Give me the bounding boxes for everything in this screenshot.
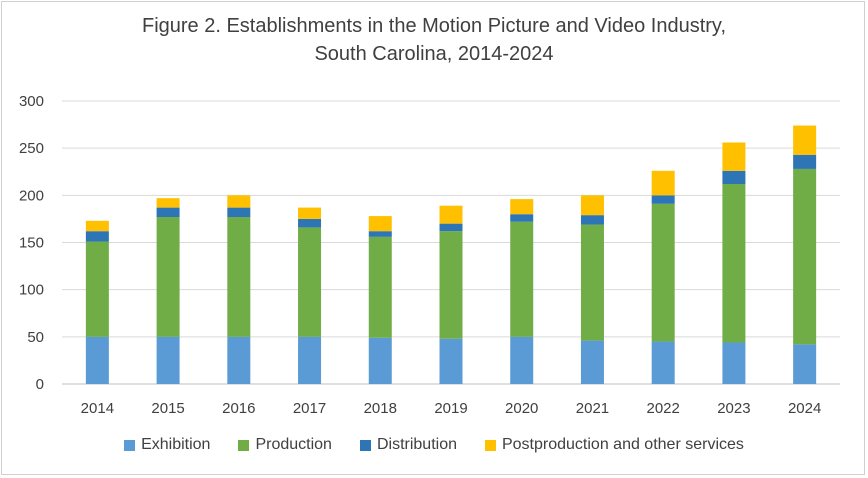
bar-segment — [651, 170, 675, 196]
legend-swatch — [124, 439, 136, 451]
bar-segment — [298, 218, 322, 228]
bar-segment — [722, 142, 746, 171]
chart-title-line-2: South Carolina, 2014-2024 — [314, 43, 554, 65]
x-tick-label: 2020 — [505, 400, 538, 417]
bar-segment — [368, 236, 392, 338]
bar-segment — [156, 207, 180, 218]
bar-segment — [298, 336, 322, 384]
bar-segment — [722, 342, 746, 384]
bar-segment — [439, 231, 463, 339]
bar-segment — [85, 231, 109, 242]
y-tick-label: 0 — [36, 376, 44, 393]
bar-segment — [156, 336, 180, 384]
bar-segment — [793, 125, 817, 155]
chart-title: Figure 2. Establishments in the Motion P… — [0, 12, 868, 68]
bar-segment — [793, 344, 817, 384]
bar-segment — [439, 338, 463, 384]
y-tick-label: 200 — [19, 187, 44, 204]
bar-segment — [368, 337, 392, 384]
bar-segment — [580, 195, 604, 216]
y-tick-label: 150 — [19, 235, 44, 252]
chart-title-line-1: Figure 2. Establishments in the Motion P… — [141, 15, 726, 37]
bar-segment — [439, 223, 463, 232]
bar-segment — [368, 216, 392, 232]
bar-segment — [227, 195, 251, 208]
x-tick-label: 2022 — [646, 400, 679, 417]
legend-label: Production — [255, 436, 332, 453]
x-tick-label: 2023 — [717, 400, 750, 417]
bar-segment — [580, 224, 604, 341]
legend-swatch — [359, 439, 371, 451]
x-tick-label: 2016 — [222, 400, 255, 417]
bar-segment — [298, 227, 322, 337]
bar-segment — [580, 340, 604, 384]
bar-segment — [368, 231, 392, 237]
bar-segment — [510, 199, 534, 215]
bar-segment — [510, 214, 534, 222]
bar-segment — [227, 336, 251, 384]
x-tick-label: 2019 — [434, 400, 467, 417]
bar-segment — [722, 184, 746, 343]
bar-segment — [580, 215, 604, 225]
legend-label: Postproduction and other services — [501, 436, 744, 453]
bar-segment — [793, 154, 817, 169]
x-tick-label: 2021 — [576, 400, 609, 417]
bar-segment — [651, 341, 675, 384]
bar-segment — [85, 220, 109, 232]
bar-segment — [156, 198, 180, 208]
x-tick-label: 2018 — [364, 400, 397, 417]
x-tick-label: 2017 — [293, 400, 326, 417]
y-tick-label: 50 — [27, 329, 44, 346]
legend-item: Production — [238, 436, 332, 454]
legend-item: Distribution — [359, 436, 457, 454]
bar-segment — [85, 336, 109, 384]
x-tick-label: 2015 — [151, 400, 184, 417]
legend-swatch — [484, 439, 496, 451]
bar-segment — [651, 203, 675, 342]
x-tick-label: 2024 — [788, 400, 821, 417]
bar-segment — [227, 217, 251, 337]
legend-label: Exhibition — [141, 436, 211, 453]
bar-segment — [722, 170, 746, 185]
chart-legend: Exhibition Production Distribution Postprod… — [0, 436, 868, 454]
bar-segment — [298, 207, 322, 219]
bar-segment — [793, 168, 817, 345]
legend-item: Exhibition — [124, 436, 210, 454]
bar-segment — [510, 221, 534, 337]
legend-item: Postproduction and other services — [484, 436, 744, 454]
legend-swatch — [238, 439, 250, 451]
legend-label: Distribution — [376, 436, 457, 453]
bar-segment — [510, 336, 534, 384]
bar-segment — [439, 205, 463, 224]
bar-segment — [85, 241, 109, 337]
bar-segment — [227, 207, 251, 218]
y-tick-label: 250 — [19, 140, 44, 157]
bar-segment — [156, 217, 180, 337]
y-tick-label: 300 — [19, 93, 44, 110]
y-tick-label: 100 — [19, 282, 44, 299]
bar-segment — [651, 195, 675, 204]
x-tick-label: 2014 — [81, 400, 114, 417]
